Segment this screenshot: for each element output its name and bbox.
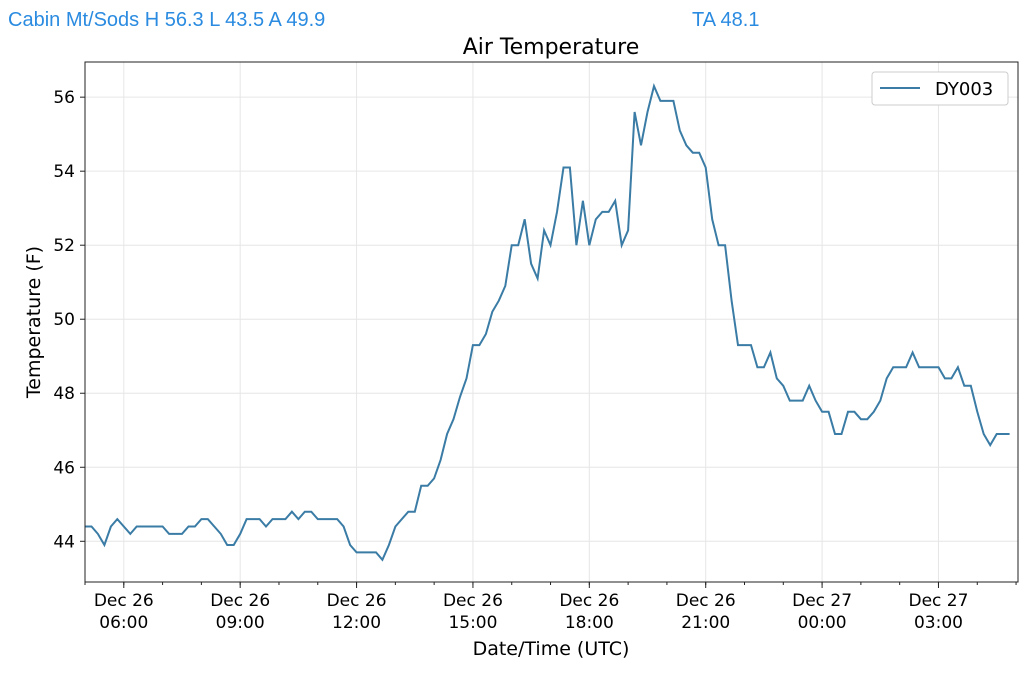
x-tick-label-time: 06:00: [99, 613, 148, 633]
x-tick-label-time: 00:00: [798, 613, 847, 633]
x-tick-label-date: Dec 27: [792, 591, 852, 611]
x-tick-label-time: 21:00: [681, 613, 730, 633]
x-tick-label-date: Dec 26: [676, 591, 736, 611]
y-tick-label: 48: [53, 384, 75, 404]
legend-label: DY003: [935, 79, 993, 100]
series-line-dy003: [85, 82, 1010, 562]
y-tick-label: 52: [53, 236, 75, 256]
legend: DY003: [871, 71, 1009, 106]
x-tick-label-date: Dec 26: [94, 591, 154, 611]
y-tick-label: 54: [53, 162, 75, 182]
x-tick-label-time: 15:00: [448, 613, 497, 633]
x-tick-label-date: Dec 26: [559, 591, 619, 611]
x-tick-label-time: 03:00: [914, 613, 963, 633]
x-tick-label-date: Dec 26: [210, 591, 270, 611]
x-tick-label-date: Dec 26: [443, 591, 503, 611]
x-tick-label-time: 18:00: [565, 613, 614, 633]
station-summary: Cabin Mt/Sods H 56.3 L 43.5 A 49.9: [8, 9, 326, 31]
y-tick-label: 46: [53, 458, 75, 478]
chart-title: Air Temperature: [463, 35, 640, 60]
x-tick-label-time: 09:00: [216, 613, 265, 633]
y-tick-label: 44: [53, 532, 75, 552]
y-tick-label: 50: [53, 310, 75, 330]
y-axis-label: Temperature (F): [23, 246, 45, 399]
x-tick-label-date: Dec 26: [327, 591, 387, 611]
ta-value: TA 48.1: [692, 9, 760, 31]
plot-frame: [84, 61, 1019, 583]
x-tick-label-time: 12:00: [332, 613, 381, 633]
x-tick-label-date: Dec 27: [909, 591, 969, 611]
x-axis-label: Date/Time (UTC): [473, 638, 630, 660]
y-tick-label: 56: [53, 88, 75, 108]
